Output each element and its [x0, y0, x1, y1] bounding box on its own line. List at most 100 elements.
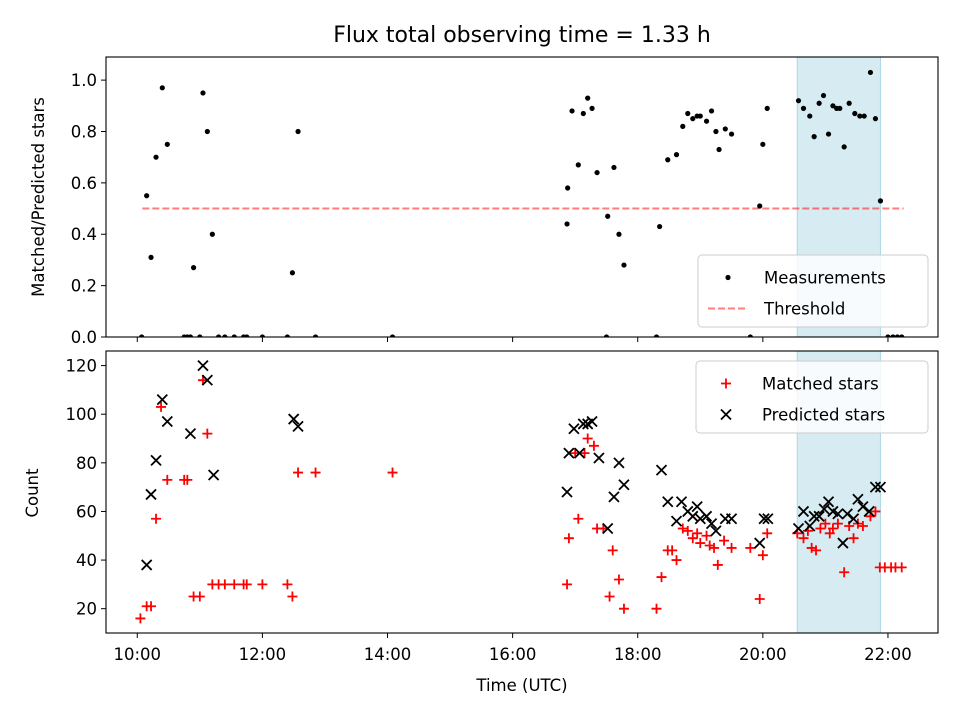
- measurement-point: [861, 113, 867, 119]
- predicted-star-point: [608, 491, 620, 503]
- predicted-star-point: [705, 517, 718, 530]
- measurement-point: [885, 334, 891, 337]
- matched-star-point: [257, 579, 268, 590]
- matched-star-point: [815, 523, 826, 534]
- predicted-star-point: [618, 479, 630, 491]
- legend-label: Predicted stars: [762, 406, 885, 425]
- measurement-point: [852, 110, 858, 117]
- matched-star-point: [310, 467, 321, 478]
- predicted-star-point: [694, 513, 706, 525]
- measurement-point: [589, 105, 595, 111]
- measurement-point: [713, 128, 719, 135]
- matched-star-point: [677, 523, 688, 534]
- predicted-star-point: [577, 418, 589, 430]
- predicted-star-point: [847, 513, 860, 525]
- predicted-star-point: [288, 413, 300, 425]
- legend-marker-plus: [721, 378, 731, 389]
- measurement-point: [621, 262, 627, 268]
- measurement-point: [657, 223, 663, 230]
- matched-star-point: [757, 550, 768, 561]
- predicted-star-point: [841, 508, 853, 520]
- y-tick-label: 0.6: [71, 174, 97, 193]
- measurement-point: [611, 164, 617, 171]
- measurement-point: [816, 100, 822, 106]
- matched-star-point: [656, 572, 667, 583]
- matched-star-point: [182, 474, 193, 485]
- measurement-point: [231, 334, 237, 337]
- matched-star-point: [870, 506, 881, 517]
- predicted-star-point: [874, 481, 887, 493]
- measurement-point: [216, 334, 222, 337]
- predicted-star-point: [754, 537, 766, 549]
- measurement-point: [867, 69, 874, 76]
- measurement-point: [747, 334, 753, 337]
- predicted-star-point: [837, 537, 849, 549]
- predicted-star-point: [207, 469, 220, 481]
- y-tick-label: 0.4: [71, 225, 97, 244]
- predicted-star-point: [691, 500, 703, 513]
- measurement-point: [680, 123, 686, 129]
- matched-star-point: [582, 433, 593, 444]
- y-tick-label: 40: [76, 551, 97, 570]
- predicted-star-point: [561, 486, 573, 498]
- predicted-star-point: [161, 415, 173, 428]
- measurement-point: [389, 334, 396, 337]
- measurement-point: [204, 128, 210, 135]
- measurement-point: [564, 221, 570, 227]
- predicted-star-point: [655, 464, 668, 476]
- y-tick-label: 20: [76, 600, 97, 619]
- matched-star-point: [194, 591, 205, 602]
- measurement-point: [764, 105, 770, 111]
- matched-star-point: [709, 542, 720, 553]
- measurement-point: [222, 334, 228, 337]
- measurement-point: [187, 334, 194, 337]
- predicted-star-point: [602, 522, 614, 535]
- measurement-point: [841, 144, 847, 150]
- predicted-star-point: [863, 505, 875, 518]
- matched-star-point: [832, 518, 843, 529]
- predicted-star-point: [792, 522, 805, 535]
- legend-label: Matched stars: [762, 375, 879, 394]
- matched-star-point: [827, 523, 838, 534]
- measurement-point: [144, 193, 150, 199]
- predicted-star-point: [813, 510, 825, 522]
- predicted-star-point: [852, 493, 864, 505]
- legend: Measurements Threshold: [697, 254, 929, 328]
- measurement-point: [894, 334, 900, 337]
- measurement-point: [716, 146, 722, 153]
- predicted-star-point: [573, 447, 586, 459]
- legend: Matched stars Predicted stars: [695, 360, 929, 434]
- matched-star-point: [613, 574, 624, 585]
- y-tick-label: 0.8: [71, 122, 97, 141]
- measurement-point: [603, 334, 610, 337]
- predicted-star-point: [762, 513, 774, 525]
- y-tick-label: 80: [76, 454, 97, 473]
- predicted-star-point: [563, 447, 575, 459]
- measurement-point: [200, 90, 206, 96]
- matched-star-point: [287, 591, 298, 602]
- matched-star-point: [229, 579, 240, 590]
- matched-star-point: [579, 448, 590, 459]
- x-axis-label: Time (UTC): [475, 676, 567, 695]
- measurement-point: [197, 334, 203, 337]
- measurement-point: [575, 162, 581, 168]
- measurement-point: [800, 105, 807, 111]
- matched-star-point: [745, 542, 756, 553]
- measurement-point: [585, 95, 591, 101]
- measurement-point: [811, 134, 817, 140]
- predicted-star-point: [710, 525, 722, 537]
- measurement-point: [148, 254, 154, 260]
- measurement-point: [159, 85, 165, 91]
- predicted-star-point: [758, 513, 770, 525]
- predicted-star-point: [145, 488, 157, 501]
- matched-star-point: [798, 533, 809, 544]
- matched-star-point: [671, 555, 682, 566]
- matched-star-point: [162, 474, 173, 485]
- y-tick-label: 60: [76, 502, 97, 521]
- chart-title: Flux total observing time = 1.33 h: [333, 23, 711, 48]
- predicted-star-point: [804, 520, 816, 532]
- bottom-y-axis-label: Count: [23, 468, 42, 518]
- matched-star-point: [387, 467, 398, 478]
- x-tick-label: 12:00: [239, 645, 287, 664]
- measurement-point: [830, 103, 836, 109]
